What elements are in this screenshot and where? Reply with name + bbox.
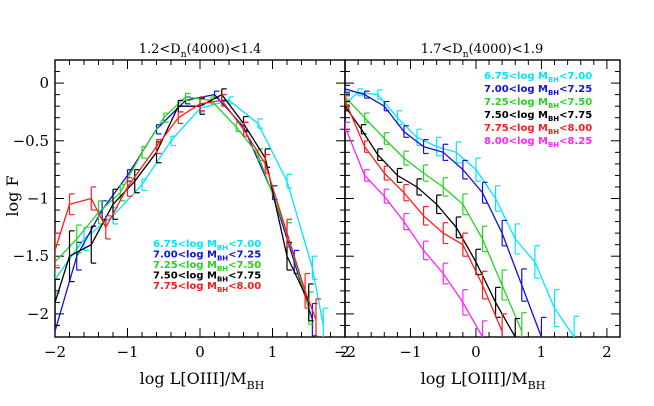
left-x-axis-label: log L[OIII]/MBH [140, 369, 265, 392]
left-x-tick-label: 2 [340, 343, 350, 361]
right-series-line-black [345, 105, 516, 337]
right-x-tick-label: −1 [399, 343, 421, 361]
left-y-tick-label: 0 [39, 74, 49, 92]
right-panel: −2 −1 0 1 2 6.75<log MBH<7.007.00<log MBH<7.2… [334, 59, 621, 361]
left-x-tick-label: 1 [268, 343, 278, 361]
right-series-line-magenta [345, 126, 484, 337]
right-panel-title: 1.7<Dn(4000)<1.9 [421, 42, 544, 60]
right-x-tick-label: 1 [537, 343, 547, 361]
left-series-group [55, 88, 329, 337]
right-legend-entry-magenta: 8.00<log MBH<8.25 [484, 136, 592, 149]
right-x-tick-label: 0 [471, 343, 481, 361]
left-y-tick-label: −2 [27, 305, 49, 323]
left-x-tick-label: −1 [116, 343, 138, 361]
left-legend-entry-cyan: 6.75<log MBH<7.00 [153, 239, 261, 252]
left-legend-entry-red: 7.75<log MBH<8.00 [153, 281, 261, 294]
right-legend-entry-black: 7.50<log MBH<7.75 [484, 110, 592, 123]
y-axis-label: log F [3, 175, 22, 216]
left-series-line-green [55, 96, 310, 309]
left-x-tick-label: −2 [44, 343, 66, 361]
right-series-group [345, 84, 580, 337]
right-legend-entry-red: 7.75<log MBH<8.00 [484, 123, 592, 136]
left-legend-entry-black: 7.50<log MBH<7.75 [153, 271, 261, 284]
right-legend-entry-green: 7.25<log MBH<7.50 [484, 97, 592, 110]
left-x-tick-label: 0 [195, 343, 205, 361]
left-panel-title: 1.2<Dn(4000)<1.4 [139, 42, 262, 60]
right-legend-entry-blue: 7.00<log MBH<7.25 [484, 84, 592, 97]
left-y-tick-label: −1 [27, 190, 49, 208]
left-series-line-blue [55, 93, 314, 332]
right-series-line-green [345, 96, 523, 332]
right-x-tick-label: −2 [334, 343, 356, 361]
left-legend-entry-green: 7.25<log MBH<7.50 [153, 260, 261, 273]
left-y-tick-label: −1.5 [13, 247, 49, 265]
left-legend-entry-blue: 7.00<log MBH<7.25 [153, 250, 261, 263]
right-x-axis-label: log L[OIII]/MBH [421, 369, 546, 392]
right-x-tick-label: 2 [602, 343, 612, 361]
left-series-line-red [55, 99, 317, 320]
left-y-tick-label: −0.5 [13, 132, 49, 150]
left-panel: −2 −1 0 1 2 0 −0.5 −1 −1.5 −2 6.75<log MBH<7.007.0… [13, 59, 350, 361]
right-legend-entry-cyan: 6.75<log MBH<7.00 [484, 71, 592, 84]
